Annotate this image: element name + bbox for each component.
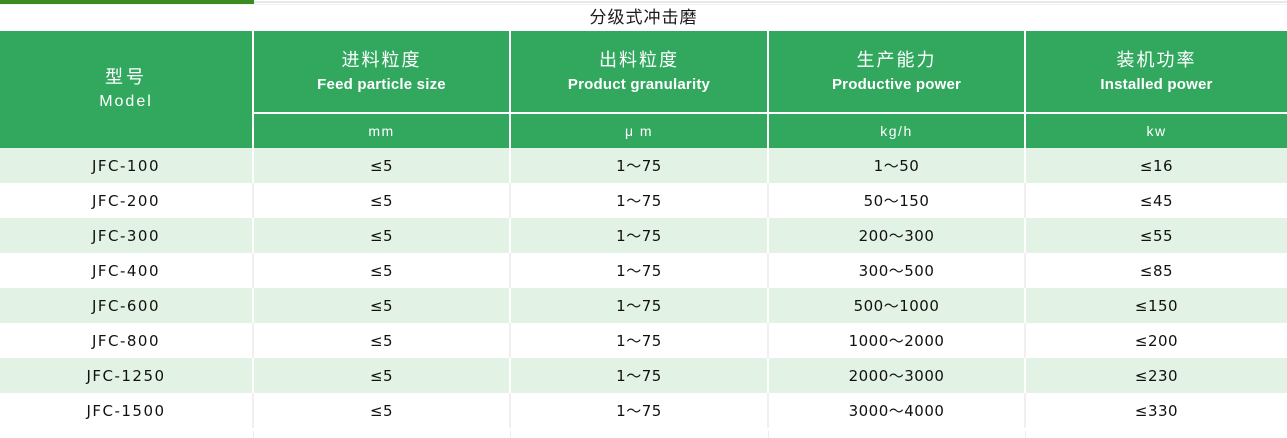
- accent-strip: [0, 0, 254, 4]
- table-cell-productive-power: 50～150: [768, 183, 1026, 218]
- table-cell-productive-power: 300～500: [768, 253, 1026, 288]
- table-header-row-main: 型号 Model 进料粒度 Feed particle size 出料粒度 Pr…: [0, 31, 1287, 148]
- tail-gridline: [253, 431, 254, 438]
- table-row: JFC-400 ≤5 1～75 300～500 ≤85: [0, 253, 1287, 288]
- table-cell-feed-particle-size: ≤5: [253, 288, 511, 323]
- table-cell-installed-power: ≤16: [1025, 148, 1287, 183]
- table-cell-model: JFC-600: [0, 288, 254, 323]
- unit-header-installed-power: kw: [1025, 112, 1287, 148]
- header-cn-label: 型号: [105, 67, 147, 89]
- column-header-model: 型号 Model: [0, 31, 254, 148]
- table-cell-product-granularity: 1～75: [510, 358, 769, 393]
- table-row: JFC-200 ≤5 1～75 50～150 ≤45: [0, 183, 1287, 218]
- table-cell-model: JFC-1500: [0, 393, 254, 428]
- table-cell-installed-power: ≤55: [1025, 218, 1287, 253]
- table-cell-feed-particle-size: ≤5: [253, 253, 511, 288]
- header-en-label: Productive power: [831, 76, 962, 94]
- table-cell-installed-power: ≤230: [1025, 358, 1287, 393]
- table-cell-productive-power: 1～50: [768, 148, 1026, 183]
- table-cell-productive-power: 200～300: [768, 218, 1026, 253]
- header-cn-label: 装机功率: [1116, 49, 1197, 71]
- table-row: JFC-300 ≤5 1～75 200～300 ≤55: [0, 218, 1287, 253]
- accent-strip-filler: [254, 1, 1287, 3]
- table-cell-feed-particle-size: ≤5: [253, 148, 511, 183]
- table-row: JFC-1500 ≤5 1～75 3000～4000 ≤330: [0, 393, 1287, 428]
- table-cell-model: JFC-100: [0, 148, 254, 183]
- table-cell-installed-power: ≤150: [1025, 288, 1287, 323]
- table-cell-feed-particle-size: ≤5: [253, 358, 511, 393]
- table-cell-productive-power: 2000～3000: [768, 358, 1026, 393]
- header-en-label: Feed particle size: [317, 76, 446, 94]
- table-cell-product-granularity: 1～75: [510, 148, 769, 183]
- table-cell-feed-particle-size: ≤5: [253, 393, 511, 428]
- column-header-product-granularity: 出料粒度 Product granularity: [510, 31, 769, 113]
- table-cell-product-granularity: 1～75: [510, 288, 769, 323]
- table-cell-product-granularity: 1～75: [510, 183, 769, 218]
- column-header-productive-power: 生产能力 Productive power: [768, 31, 1026, 113]
- table-cell-model: JFC-800: [0, 323, 254, 358]
- table-header-row-units: mm μ m kg/h kw: [0, 112, 1287, 148]
- column-header-installed-power: 装机功率 Installed power: [1025, 31, 1287, 113]
- table-row: JFC-800 ≤5 1～75 1000～2000 ≤200: [0, 323, 1287, 358]
- header-cn-label: 进料粒度: [341, 49, 422, 71]
- tail-gridline: [510, 431, 511, 438]
- table-tail-sliver: [0, 431, 1287, 438]
- table-cell-feed-particle-size: ≤5: [253, 183, 511, 218]
- title-bar: 分级式冲击磨: [0, 5, 1287, 31]
- table-row: JFC-600 ≤5 1～75 500～1000 ≤150: [0, 288, 1287, 323]
- table-cell-installed-power: ≤85: [1025, 253, 1287, 288]
- table-cell-product-granularity: 1～75: [510, 253, 769, 288]
- top-divider: [0, 4, 1287, 5]
- table-cell-model: JFC-300: [0, 218, 254, 253]
- table-cell-feed-particle-size: ≤5: [253, 323, 511, 358]
- table-cell-productive-power: 3000～4000: [768, 393, 1026, 428]
- unit-header-productive-power: kg/h: [768, 112, 1026, 148]
- header-en-label: Model: [99, 93, 153, 111]
- table-cell-installed-power: ≤45: [1025, 183, 1287, 218]
- unit-header-feed-particle-size: mm: [253, 112, 511, 148]
- table-cell-installed-power: ≤330: [1025, 393, 1287, 428]
- page-title: 分级式冲击磨: [589, 7, 698, 28]
- header-cn-label: 出料粒度: [599, 49, 679, 71]
- table-cell-feed-particle-size: ≤5: [253, 218, 511, 253]
- specification-table: 型号 Model 进料粒度 Feed particle size 出料粒度 Pr…: [0, 31, 1287, 428]
- header-cn-label: 生产能力: [856, 49, 937, 71]
- table-cell-model: JFC-400: [0, 253, 254, 288]
- table-cell-model: JFC-200: [0, 183, 254, 218]
- header-en-label: Product granularity: [567, 76, 711, 94]
- unit-header-product-granularity: μ m: [510, 112, 769, 148]
- table-cell-installed-power: ≤200: [1025, 323, 1287, 358]
- header-en-label: Installed power: [1100, 76, 1213, 94]
- tail-gridline: [768, 431, 769, 438]
- tail-gridline: [1025, 431, 1026, 438]
- column-header-feed-particle-size: 进料粒度 Feed particle size: [253, 31, 511, 113]
- table-cell-model: JFC-1250: [0, 358, 254, 393]
- table-row: JFC-100 ≤5 1～75 1～50 ≤16: [0, 148, 1287, 183]
- table-cell-productive-power: 1000～2000: [768, 323, 1026, 358]
- table-cell-product-granularity: 1～75: [510, 393, 769, 428]
- table-cell-product-granularity: 1～75: [510, 323, 769, 358]
- table-cell-product-granularity: 1～75: [510, 218, 769, 253]
- table-cell-productive-power: 500～1000: [768, 288, 1026, 323]
- table-row: JFC-1250 ≤5 1～75 2000～3000 ≤230: [0, 358, 1287, 393]
